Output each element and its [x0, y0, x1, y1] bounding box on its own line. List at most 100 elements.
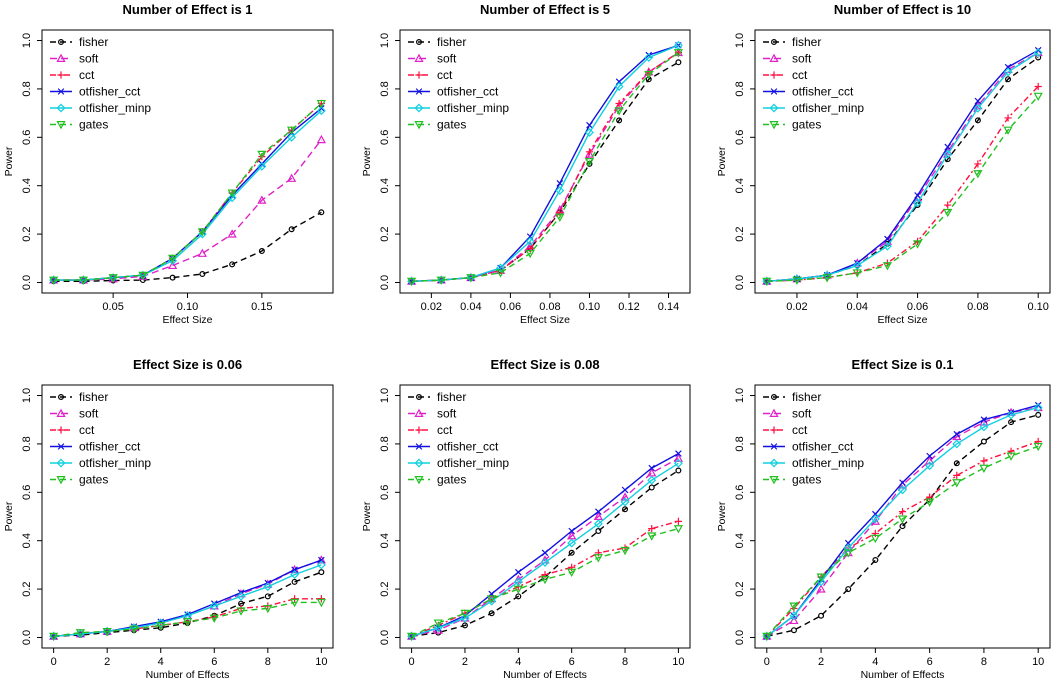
point-otfisher_minp — [316, 560, 326, 570]
x-tick-label: 8 — [265, 656, 271, 668]
x-tick-label: 6 — [569, 656, 575, 668]
point-gates — [952, 479, 962, 488]
point-otfisher_minp — [540, 558, 550, 567]
point-gates — [644, 70, 654, 80]
x-axis-label: Number of Effects — [146, 669, 230, 681]
point-gates — [495, 269, 506, 278]
point-otfisher_minp — [816, 577, 826, 587]
legend-label-gates: gates — [792, 118, 821, 132]
point-gates — [540, 575, 550, 585]
series-line-fisher — [411, 469, 679, 637]
x-tick-label: 0.04 — [460, 301, 481, 313]
legend-label-fisher: fisher — [792, 35, 821, 49]
panel-title: Number of Effect is 10 — [834, 2, 971, 17]
point-otfisher_minp — [197, 229, 207, 239]
point-gates — [108, 274, 118, 283]
point-otfisher_cct — [568, 527, 575, 535]
y-tick-label: 0.4 — [21, 178, 33, 193]
y-tick-label: 0.0 — [379, 630, 391, 645]
x-tick-label: 0.10 — [1027, 301, 1048, 313]
panel-title: Effect Size is 0.06 — [133, 357, 242, 372]
legend-marker-fisher — [770, 394, 777, 401]
legend-label-soft: soft — [792, 52, 812, 66]
point-gates — [943, 208, 953, 218]
point-otfisher_minp — [647, 475, 657, 485]
panel-5: Effect Size is 0.08 0.0 0.2 0.4 0.6 0.8 1.0 0 2 4… — [361, 357, 691, 681]
point-otfisher_minp — [513, 577, 523, 587]
legend-marker-otfisher_minp — [769, 458, 779, 468]
y-tick-label: 0.8 — [379, 436, 391, 451]
point-otfisher_minp — [644, 53, 654, 62]
point-fisher — [199, 271, 206, 278]
point-cct — [585, 148, 594, 156]
point-gates — [816, 573, 826, 582]
x-tick-label: 10 — [1032, 656, 1044, 668]
point-fisher — [622, 506, 629, 513]
y-tick-label: 0.8 — [734, 436, 746, 451]
point-gates — [673, 525, 684, 534]
point-otfisher_minp — [925, 461, 935, 471]
series-line-otfisher_minp — [766, 406, 1039, 637]
point-soft — [673, 453, 684, 462]
point-gates — [673, 49, 684, 58]
point-gates — [762, 277, 772, 287]
plot-frame — [399, 29, 691, 294]
point-gates — [487, 595, 497, 604]
x-tick-label: 2 — [818, 656, 824, 668]
point-otfisher_minp — [1003, 67, 1013, 77]
legend-label-cct: cct — [437, 68, 453, 82]
point-otfisher_minp — [1033, 48, 1043, 58]
y-tick-label: 0.6 — [379, 130, 391, 145]
series-line-cct — [766, 440, 1039, 637]
point-gates — [129, 625, 139, 634]
series-line-otfisher_minp — [411, 462, 679, 637]
legend-label-soft: soft — [792, 407, 812, 421]
point-fisher — [974, 117, 981, 124]
point-soft — [620, 492, 630, 501]
point-otfisher_minp — [433, 623, 443, 633]
point-otfisher_cct — [675, 450, 682, 457]
point-otfisher_cct — [944, 143, 952, 151]
legend-marker-cct — [415, 71, 423, 79]
legend-label-otfisher_minp: otfisher_minp — [437, 456, 509, 470]
point-otfisher_minp — [943, 149, 953, 159]
point-gates — [209, 614, 219, 623]
x-tick-label: 2 — [462, 656, 468, 668]
point-fisher — [790, 627, 797, 634]
y-tick-label: 1.0 — [21, 33, 33, 48]
legend-marker-gates — [414, 121, 424, 130]
point-gates — [156, 621, 166, 631]
x-tick-label: 4 — [515, 656, 521, 668]
point-soft — [197, 248, 207, 257]
x-tick-label: 0.06 — [907, 301, 928, 313]
point-otfisher_cct — [899, 479, 906, 486]
y-tick-label: 1.0 — [379, 388, 391, 403]
panel-2: Number of Effect is 5 0.0 0.2 0.4 0.6 0.8 1.0 0… — [361, 2, 691, 326]
point-otfisher_cct — [1034, 401, 1042, 409]
point-otfisher_minp — [913, 198, 923, 208]
series-line-gates — [766, 445, 1039, 637]
point-gates — [257, 150, 267, 160]
point-gates — [316, 598, 326, 608]
point-otfisher_minp — [287, 132, 297, 142]
point-gates — [882, 262, 893, 271]
point-soft — [789, 615, 799, 625]
point-gates — [870, 534, 880, 544]
point-cct — [317, 595, 325, 603]
x-tick-label: 0.12 — [618, 301, 639, 313]
point-otfisher_cct — [258, 160, 266, 168]
point-gates — [406, 277, 417, 287]
point-fisher — [288, 226, 295, 233]
x-tick-label: 0 — [409, 656, 415, 668]
point-gates — [49, 632, 59, 642]
y-tick-label: 0.2 — [734, 226, 746, 241]
x-tick-label: 0.05 — [102, 301, 123, 313]
point-otfisher_minp — [156, 618, 166, 628]
point-soft — [584, 149, 595, 158]
point-gates — [436, 276, 446, 285]
point-otfisher_minp — [263, 582, 273, 592]
legend-marker-otfisher_minp — [56, 458, 66, 468]
point-gates — [555, 213, 565, 222]
x-tick-label: 0.02 — [786, 301, 807, 313]
